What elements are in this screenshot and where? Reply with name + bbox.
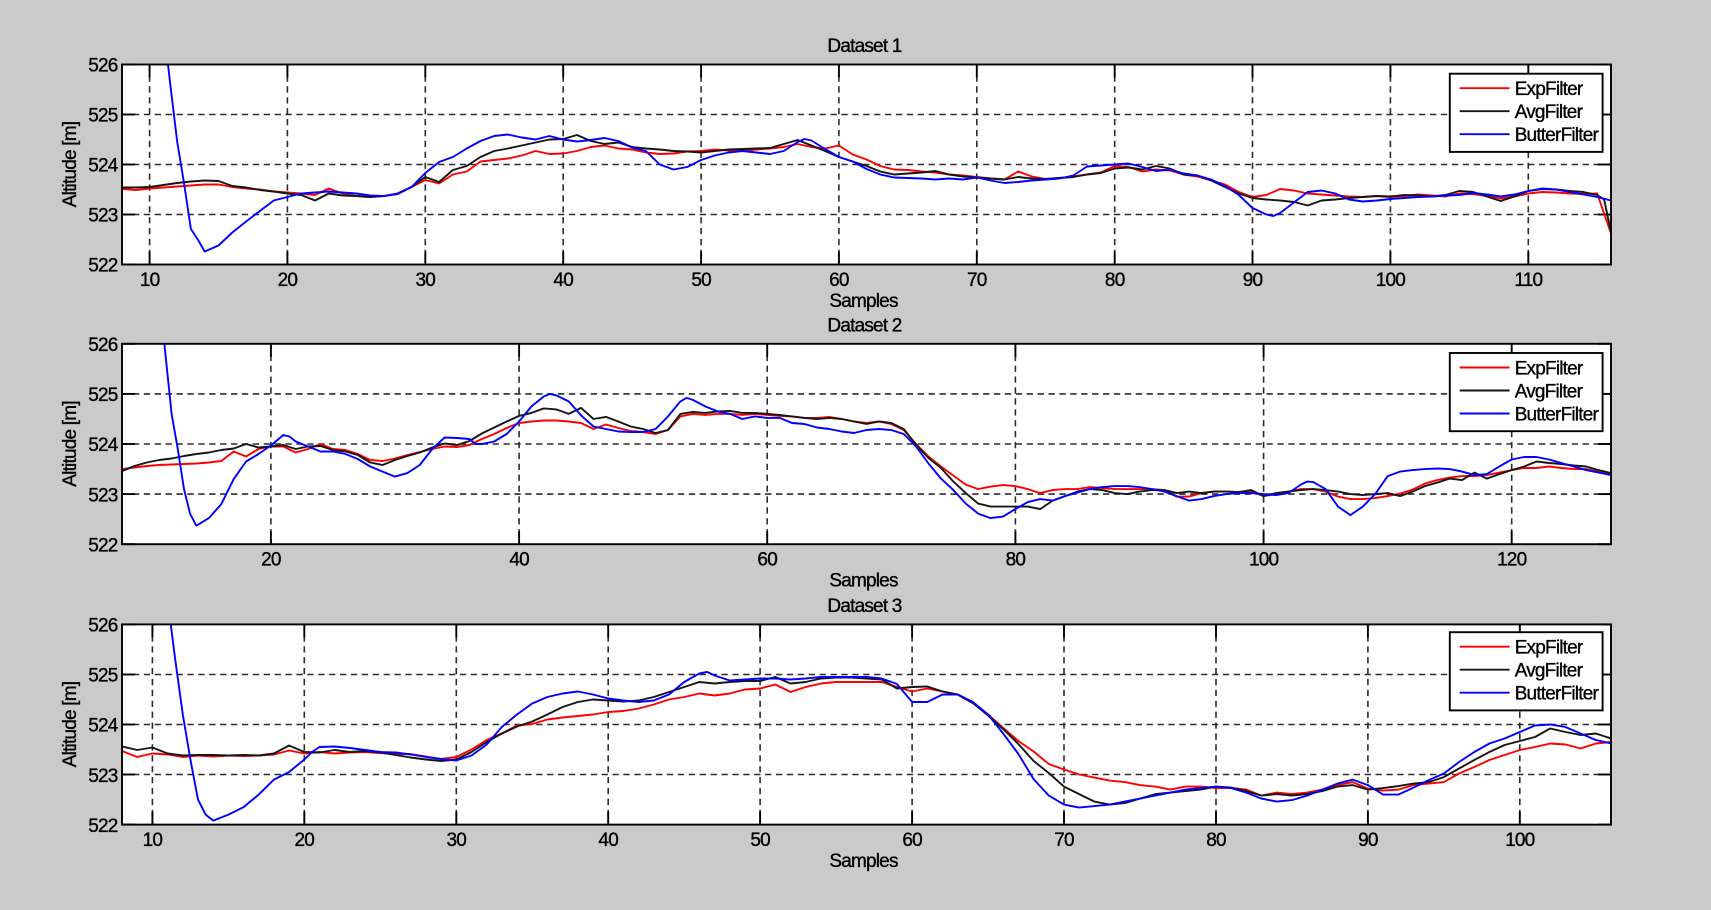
svg-text:ExpFilter: ExpFilter xyxy=(1515,358,1584,379)
svg-text:ExpFilter: ExpFilter xyxy=(1515,638,1584,659)
svg-text:80: 80 xyxy=(1105,270,1125,291)
svg-text:30: 30 xyxy=(447,830,467,851)
svg-text:40: 40 xyxy=(509,550,529,571)
svg-text:70: 70 xyxy=(967,270,987,291)
svg-text:AvgFilter: AvgFilter xyxy=(1515,102,1584,123)
svg-text:Altitude [m]: Altitude [m] xyxy=(60,401,81,486)
svg-text:525: 525 xyxy=(88,666,118,687)
svg-text:Samples: Samples xyxy=(829,851,898,872)
svg-text:100: 100 xyxy=(1376,270,1406,291)
svg-text:525: 525 xyxy=(88,106,118,127)
svg-text:525: 525 xyxy=(88,385,118,406)
svg-text:60: 60 xyxy=(757,550,777,571)
svg-text:40: 40 xyxy=(598,830,618,851)
svg-text:80: 80 xyxy=(1006,550,1026,571)
svg-text:120: 120 xyxy=(1497,550,1527,571)
svg-text:40: 40 xyxy=(553,270,573,291)
svg-text:524: 524 xyxy=(88,716,119,737)
svg-text:Dataset 3: Dataset 3 xyxy=(827,596,901,617)
svg-text:523: 523 xyxy=(88,206,118,227)
svg-text:523: 523 xyxy=(88,485,118,506)
svg-text:522: 522 xyxy=(88,256,118,277)
svg-text:100: 100 xyxy=(1249,550,1279,571)
svg-text:ButterFilter: ButterFilter xyxy=(1515,404,1600,425)
svg-text:ButterFilter: ButterFilter xyxy=(1515,684,1600,705)
svg-text:526: 526 xyxy=(88,616,118,637)
svg-text:110: 110 xyxy=(1514,270,1542,291)
svg-text:90: 90 xyxy=(1358,830,1378,851)
svg-text:524: 524 xyxy=(88,156,119,177)
svg-text:60: 60 xyxy=(829,270,849,291)
svg-text:Samples: Samples xyxy=(829,571,898,592)
svg-text:70: 70 xyxy=(1054,830,1074,851)
svg-text:522: 522 xyxy=(88,535,118,556)
svg-text:20: 20 xyxy=(295,830,315,851)
svg-text:524: 524 xyxy=(88,435,119,456)
svg-text:Dataset 1: Dataset 1 xyxy=(827,36,901,57)
svg-text:30: 30 xyxy=(416,270,436,291)
svg-text:Dataset 2: Dataset 2 xyxy=(827,315,901,336)
svg-text:60: 60 xyxy=(902,830,922,851)
svg-text:Altitude [m]: Altitude [m] xyxy=(60,682,81,767)
svg-text:ExpFilter: ExpFilter xyxy=(1515,79,1584,100)
svg-text:80: 80 xyxy=(1206,830,1226,851)
svg-text:522: 522 xyxy=(88,816,118,837)
svg-text:ButterFilter: ButterFilter xyxy=(1515,125,1600,146)
svg-text:100: 100 xyxy=(1505,830,1535,851)
svg-text:20: 20 xyxy=(261,550,281,571)
svg-text:AvgFilter: AvgFilter xyxy=(1515,661,1584,682)
svg-text:526: 526 xyxy=(88,335,118,356)
svg-text:90: 90 xyxy=(1243,270,1263,291)
svg-text:523: 523 xyxy=(88,766,118,787)
svg-text:10: 10 xyxy=(143,830,163,851)
svg-text:10: 10 xyxy=(140,270,160,291)
svg-text:50: 50 xyxy=(691,270,711,291)
svg-text:50: 50 xyxy=(750,830,770,851)
svg-text:AvgFilter: AvgFilter xyxy=(1515,381,1584,402)
svg-text:20: 20 xyxy=(278,270,298,291)
svg-text:Altitude [m]: Altitude [m] xyxy=(60,122,81,207)
svg-text:526: 526 xyxy=(88,56,118,77)
svg-text:Samples: Samples xyxy=(829,291,898,312)
